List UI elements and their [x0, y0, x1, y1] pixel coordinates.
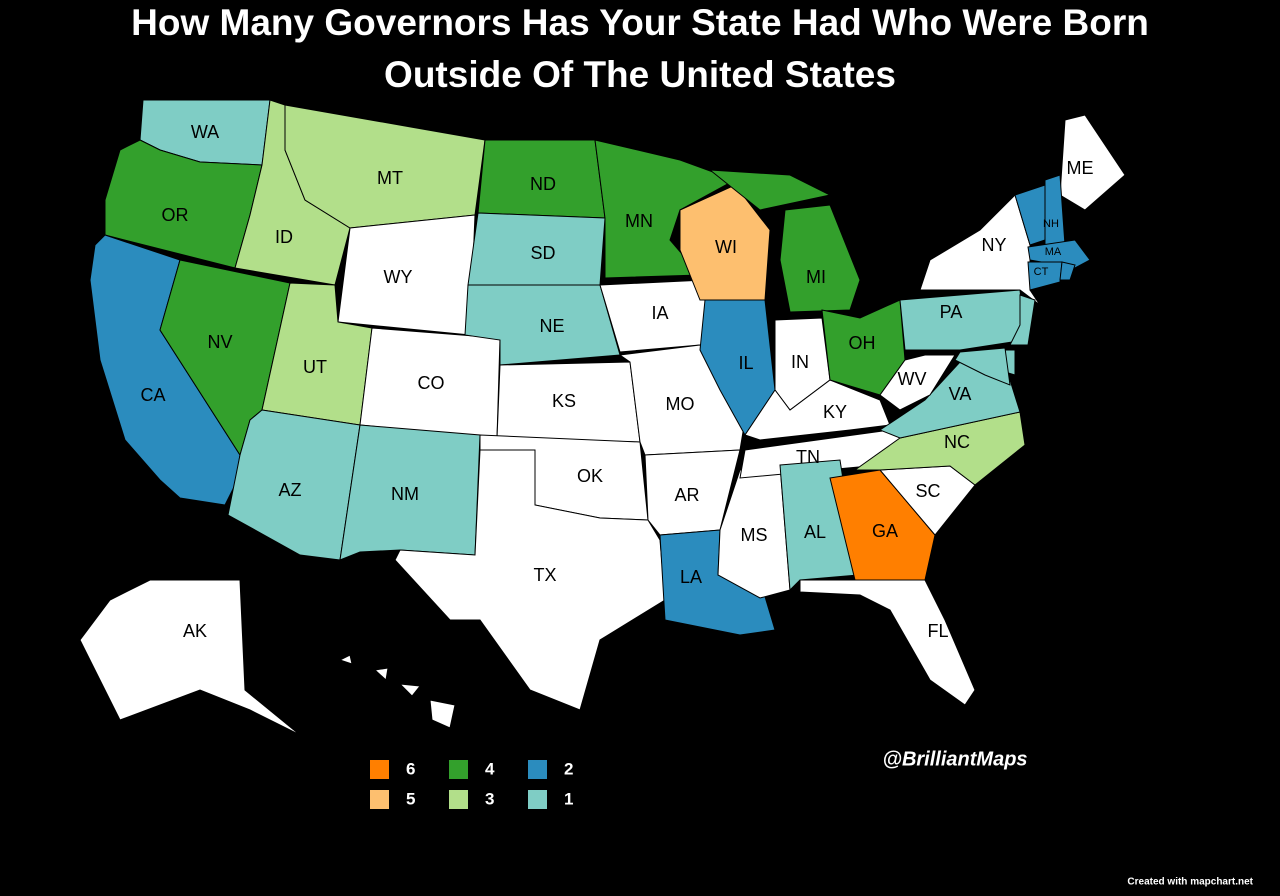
state-label: NE — [539, 316, 564, 336]
handle: @BrilliantMaps — [882, 748, 1027, 770]
state-label: AL — [804, 522, 826, 542]
legend-label: 5 — [406, 789, 415, 808]
state-label: TX — [533, 565, 556, 585]
state-label: NM — [391, 484, 419, 504]
title-line: Outside Of The United States — [384, 54, 896, 95]
state — [879, 354, 956, 411]
legend-swatch — [449, 790, 468, 809]
state-label: NC — [944, 432, 970, 452]
state-label: MA — [1045, 246, 1062, 258]
state-label: MT — [377, 168, 403, 188]
state-label: TN — [796, 447, 820, 467]
state-labels: WA OR CA ID NV MT WY UT AZ CO NM ND SD N… — [140, 122, 1093, 641]
state-label: SD — [530, 243, 555, 263]
state — [878, 361, 1021, 439]
state-label: MO — [666, 394, 695, 414]
state-label: UT — [303, 357, 327, 377]
state — [899, 289, 1026, 351]
state-label: CA — [140, 385, 165, 405]
state-label: FL — [927, 621, 948, 641]
state — [1027, 261, 1063, 291]
state — [799, 579, 976, 706]
state — [954, 347, 1011, 386]
legend-swatch — [370, 790, 389, 809]
states — [79, 99, 1126, 736]
legend-label: 6 — [406, 759, 415, 778]
state-label: OK — [577, 466, 603, 486]
state — [1009, 294, 1036, 346]
state-label: OH — [849, 333, 876, 353]
state — [1027, 239, 1091, 269]
state-label: CO — [418, 373, 445, 393]
state-label: VA — [949, 384, 972, 404]
state-label: IA — [651, 303, 668, 323]
title-line: How Many Governors Has Your State Had Wh… — [131, 2, 1149, 43]
state — [338, 654, 456, 729]
legend: 6 5 4 3 2 1 — [370, 759, 573, 809]
state-label: WY — [384, 267, 413, 287]
state-label: AK — [183, 621, 207, 641]
state — [79, 579, 301, 736]
state-label: ME — [1067, 158, 1094, 178]
state-label: CT — [1034, 266, 1049, 278]
credit: Created with mapchart.net — [1127, 877, 1253, 888]
state-label: WI — [715, 237, 737, 257]
state — [744, 379, 891, 441]
state-label: GA — [872, 521, 898, 541]
state — [394, 449, 666, 711]
state-label: AZ — [278, 480, 301, 500]
state-label: MI — [806, 267, 826, 287]
state-label: ND — [530, 174, 556, 194]
state — [708, 169, 861, 313]
state-label: ID — [275, 227, 293, 247]
state-label: IL — [738, 353, 753, 373]
state — [1059, 261, 1076, 281]
legend-swatch — [528, 790, 547, 809]
state-label: OR — [162, 205, 189, 225]
legend-label: 1 — [564, 789, 573, 808]
state-label: PA — [940, 302, 963, 322]
state-label: SC — [915, 481, 940, 501]
legend-label: 2 — [564, 759, 573, 778]
legend-swatch — [370, 760, 389, 779]
state-label: WA — [191, 122, 219, 142]
state-label: MS — [741, 525, 768, 545]
state-label: KY — [823, 402, 847, 422]
state — [594, 139, 737, 279]
legend-swatch — [528, 760, 547, 779]
legend-label: 4 — [485, 759, 495, 778]
state-label: IN — [791, 352, 809, 372]
state-label: NY — [981, 235, 1006, 255]
state-label: KS — [552, 391, 576, 411]
state-label: WV — [898, 369, 927, 389]
legend-swatch — [449, 760, 468, 779]
state-label: MN — [625, 211, 653, 231]
state — [829, 469, 936, 581]
state-label: LA — [680, 567, 702, 587]
legend-label: 3 — [485, 789, 494, 808]
state-label: AR — [674, 485, 699, 505]
state — [1014, 184, 1046, 246]
state-label: NH — [1043, 218, 1059, 230]
state-label: NV — [207, 332, 232, 352]
